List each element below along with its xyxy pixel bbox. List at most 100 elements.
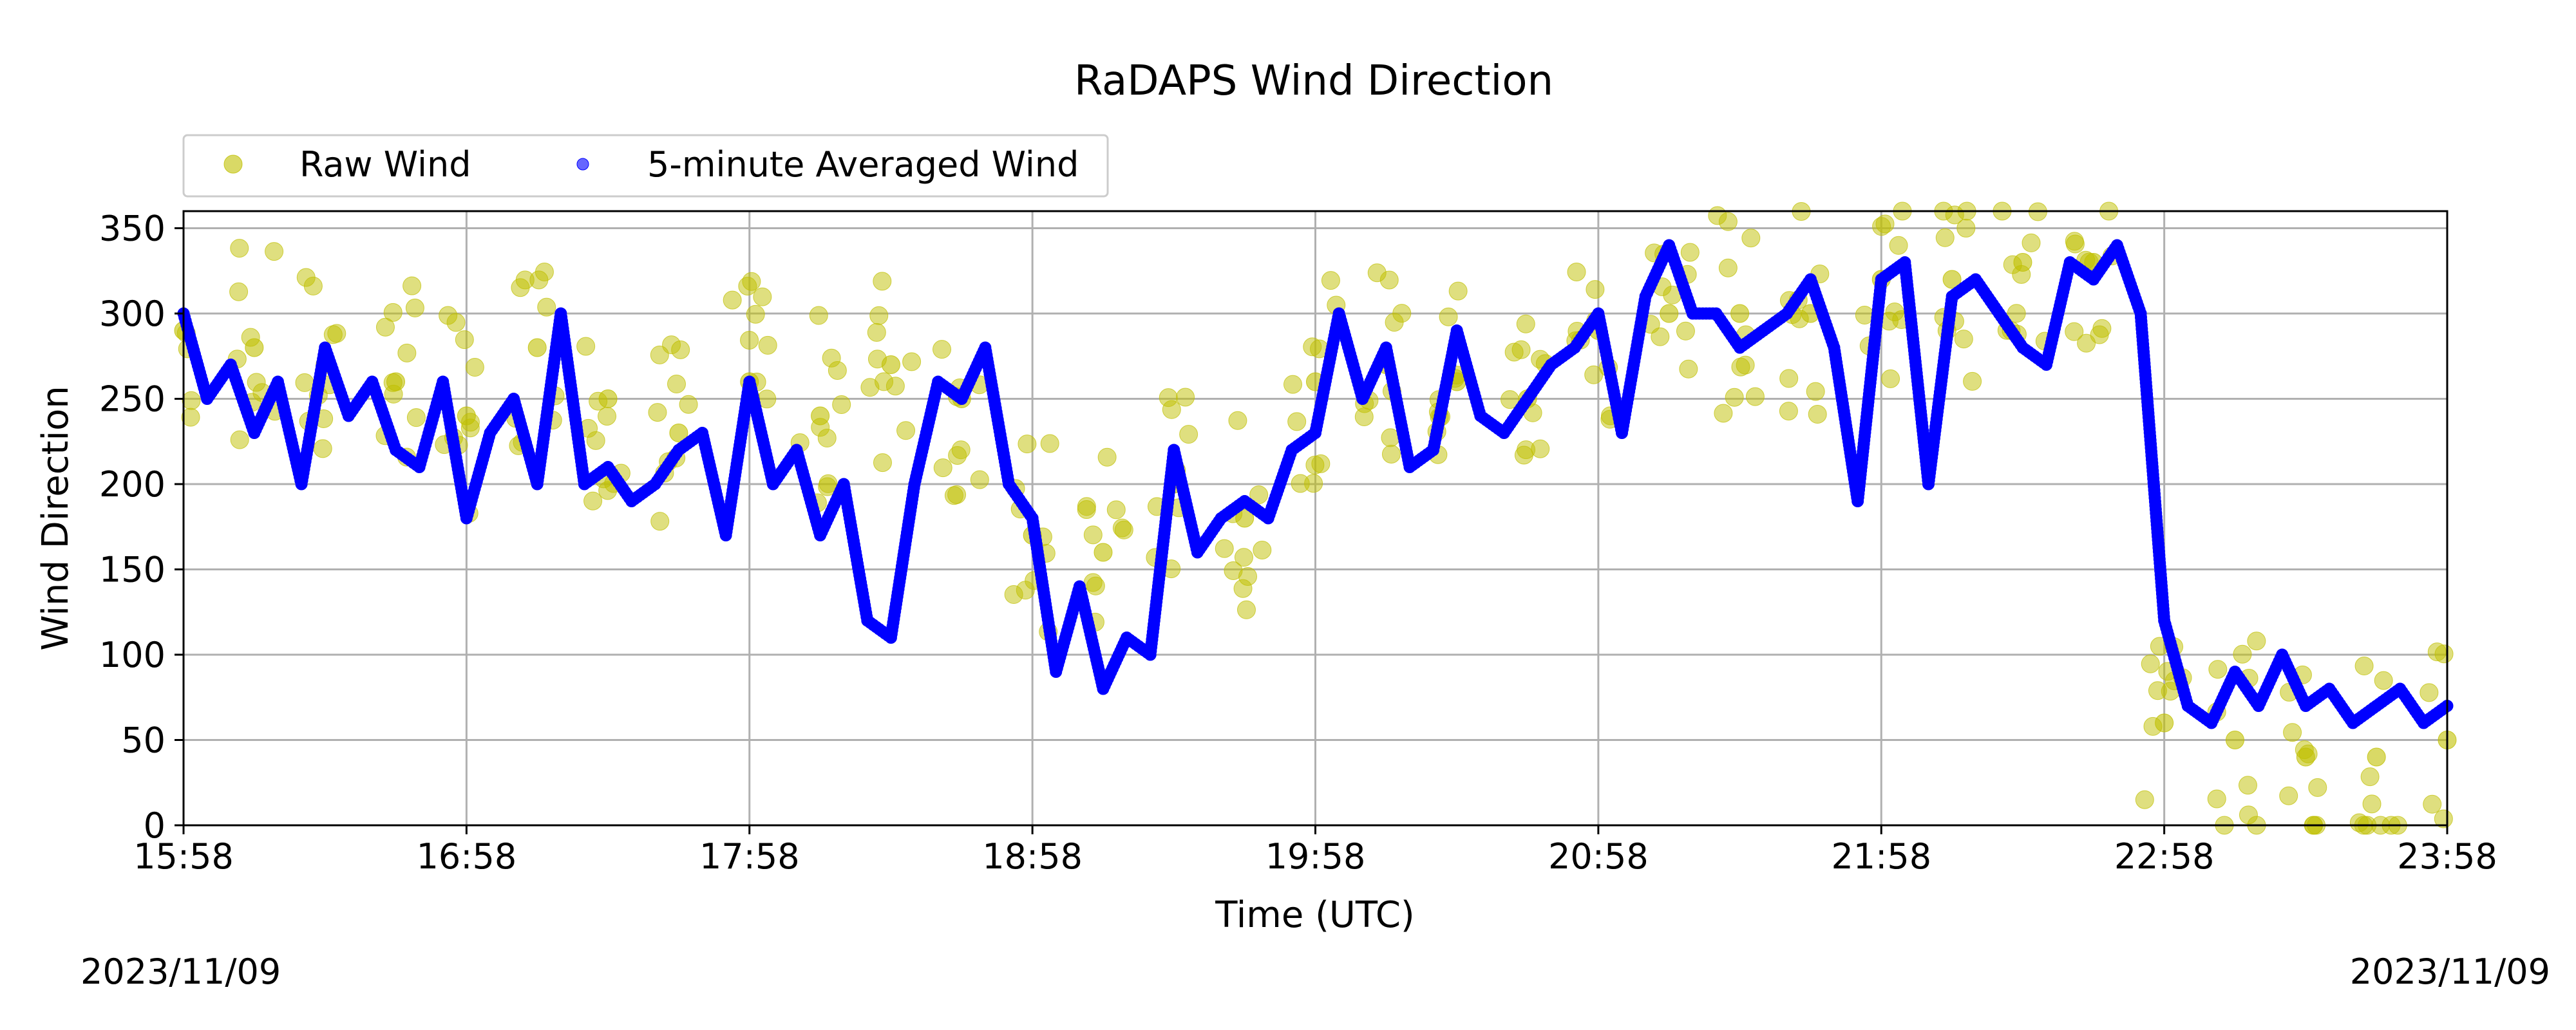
raw-wind-point bbox=[383, 303, 402, 322]
raw-wind-point bbox=[1808, 405, 1827, 424]
raw-wind-point bbox=[896, 421, 916, 440]
raw-wind-point bbox=[2143, 716, 2163, 736]
raw-wind-point bbox=[970, 470, 989, 489]
x-tick-label: 15:58 bbox=[133, 836, 234, 877]
raw-wind-point bbox=[933, 340, 952, 359]
raw-wind-point bbox=[1741, 229, 1761, 248]
raw-wind-point bbox=[1714, 404, 1733, 423]
raw-wind-point bbox=[1736, 355, 1755, 375]
raw-wind-point bbox=[1881, 369, 1900, 388]
x-tick-label: 20:58 bbox=[1548, 836, 1649, 877]
raw-wind-point bbox=[1875, 214, 1895, 234]
raw-wind-point bbox=[384, 384, 403, 404]
legend-marker-averaged-wind bbox=[576, 158, 589, 171]
x-tick-label: 21:58 bbox=[1831, 836, 1931, 877]
x-tick-label: 17:58 bbox=[699, 836, 800, 877]
legend-box bbox=[182, 134, 1109, 198]
raw-wind-point bbox=[406, 408, 426, 427]
raw-wind-point bbox=[1942, 270, 1962, 289]
raw-wind-point bbox=[875, 372, 894, 391]
raw-wind-point bbox=[1162, 400, 1181, 419]
raw-wind-point bbox=[2233, 644, 2252, 664]
raw-wind-point bbox=[397, 343, 417, 362]
start-date-label: 2023/11/09 bbox=[80, 951, 281, 992]
raw-wind-point bbox=[2354, 657, 2374, 676]
y-tick-label: 350 bbox=[99, 209, 166, 249]
raw-wind-point bbox=[2239, 805, 2258, 825]
y-tick-label: 200 bbox=[99, 464, 166, 505]
raw-wind-point bbox=[1935, 228, 1955, 247]
raw-wind-point bbox=[1531, 439, 1550, 458]
raw-wind-point bbox=[2065, 232, 2084, 251]
raw-wind-point bbox=[576, 337, 596, 356]
raw-wind-point bbox=[2308, 778, 2327, 797]
raw-wind-point bbox=[671, 340, 690, 359]
x-tick-label: 23:58 bbox=[2397, 836, 2497, 877]
raw-wind-point bbox=[598, 407, 617, 426]
raw-wind-point bbox=[2065, 322, 2084, 341]
y-tick-label: 150 bbox=[99, 550, 166, 590]
x-tick-label: 16:58 bbox=[417, 836, 517, 877]
raw-wind-point bbox=[1806, 382, 1825, 401]
raw-wind-point bbox=[746, 304, 765, 324]
end-date-label: 2023/11/09 bbox=[2349, 951, 2550, 992]
raw-wind-point bbox=[1018, 435, 1037, 454]
raw-wind-point bbox=[832, 395, 851, 415]
raw-wind-point bbox=[867, 350, 887, 369]
y-axis-label: Wind Direction bbox=[35, 386, 77, 651]
raw-wind-point bbox=[648, 403, 667, 422]
raw-wind-point bbox=[1253, 540, 1272, 559]
y-tick-label: 250 bbox=[99, 379, 166, 420]
x-tick-label: 18:58 bbox=[982, 836, 1083, 877]
raw-wind-point bbox=[873, 272, 892, 291]
raw-wind-point bbox=[1287, 412, 1307, 431]
raw-wind-point bbox=[1679, 359, 1698, 379]
raw-wind-point bbox=[2003, 255, 2022, 274]
raw-wind-point bbox=[1718, 212, 1738, 231]
raw-wind-point bbox=[1439, 307, 1458, 326]
raw-wind-point bbox=[1660, 304, 1679, 323]
y-tick-label: 50 bbox=[121, 720, 166, 761]
raw-wind-point bbox=[2247, 632, 2266, 651]
raw-wind-point bbox=[460, 413, 480, 432]
raw-wind-point bbox=[1586, 280, 1605, 299]
raw-wind-point bbox=[2207, 789, 2226, 809]
raw-wind-point bbox=[2374, 671, 2393, 690]
raw-wind-point bbox=[1385, 313, 1404, 332]
raw-wind-point bbox=[583, 491, 603, 510]
raw-wind-point bbox=[2148, 681, 2167, 700]
raw-wind-point bbox=[948, 446, 967, 465]
raw-wind-point bbox=[2208, 660, 2228, 679]
raw-wind-point bbox=[1718, 258, 1738, 277]
raw-wind-point bbox=[230, 430, 249, 449]
raw-wind-point bbox=[828, 360, 847, 380]
raw-wind-point bbox=[1651, 327, 1670, 346]
raw-wind-point bbox=[247, 373, 266, 392]
raw-wind-point bbox=[586, 431, 605, 450]
raw-wind-point bbox=[439, 306, 458, 325]
raw-wind-point bbox=[1249, 485, 1269, 505]
raw-wind-point bbox=[1086, 576, 1105, 595]
raw-wind-point bbox=[2298, 744, 2318, 763]
raw-wind-point bbox=[2423, 794, 2442, 814]
raw-wind-point bbox=[1725, 388, 1744, 407]
raw-wind-point bbox=[265, 242, 284, 261]
raw-wind-point bbox=[1004, 585, 1023, 604]
raw-wind-point bbox=[1779, 402, 1798, 421]
legend: Raw Wind 5-minute Averaged Wind bbox=[182, 134, 1109, 198]
raw-wind-point bbox=[589, 391, 608, 411]
raw-wind-point bbox=[650, 345, 669, 364]
raw-wind-point bbox=[375, 317, 395, 337]
raw-wind-point bbox=[1291, 474, 1310, 493]
raw-wind-point bbox=[2427, 642, 2447, 662]
raw-wind-point bbox=[650, 512, 670, 531]
raw-wind-point bbox=[2420, 683, 2439, 702]
raw-wind-point bbox=[1730, 304, 1750, 323]
raw-wind-point bbox=[1238, 567, 1258, 586]
raw-wind-point bbox=[1040, 434, 1059, 453]
raw-wind-point bbox=[742, 272, 761, 291]
raw-wind-point bbox=[1367, 263, 1387, 283]
x-tick-label: 19:58 bbox=[1265, 836, 1366, 877]
chart-title: RaDAPS Wind Direction bbox=[1074, 57, 1553, 105]
raw-wind-point bbox=[2077, 333, 2096, 353]
